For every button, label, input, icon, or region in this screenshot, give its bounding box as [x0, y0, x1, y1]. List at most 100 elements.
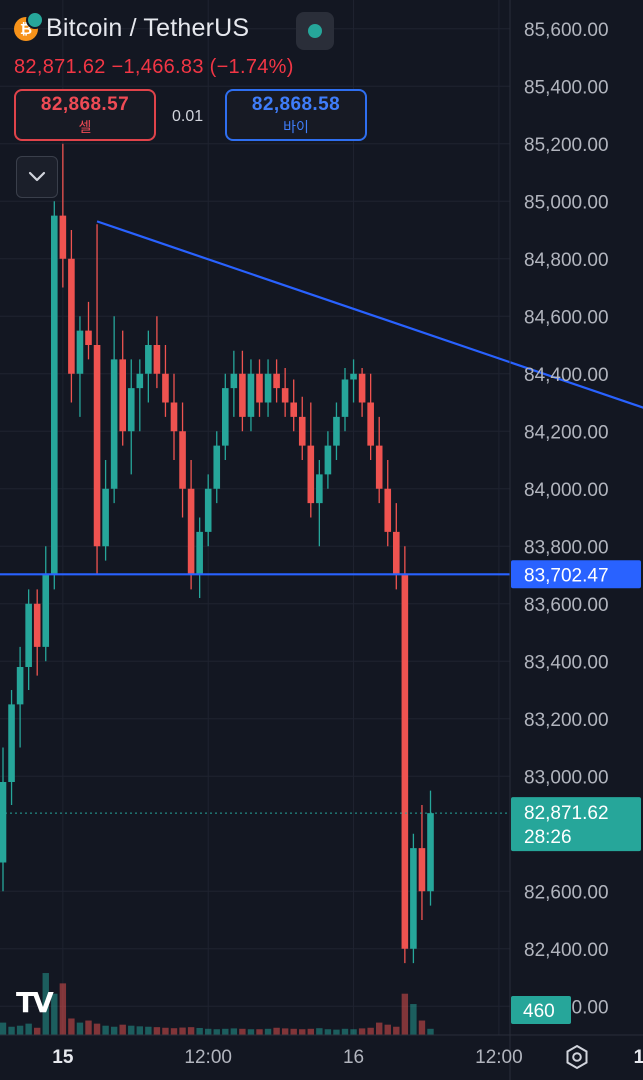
- volume-bars: [0, 973, 434, 1035]
- volume-bar: [427, 1028, 434, 1035]
- price-axis[interactable]: 85,600.00 85,400.00 85,200.00 85,000.00 84,8…: [509, 0, 641, 1080]
- volume-bar: [51, 993, 58, 1035]
- candle-body: [230, 373, 238, 389]
- volume-bar: [170, 1028, 178, 1035]
- market-status-button[interactable]: [296, 12, 334, 50]
- buy-button[interactable]: 82,868.58 바이: [225, 89, 367, 141]
- candle-body: [281, 388, 289, 403]
- volume-bar: [384, 1024, 391, 1035]
- candle-body: [239, 373, 246, 417]
- price-tick-label: 82,400.00: [524, 940, 609, 961]
- tradingview-logo-icon: TV: [16, 986, 54, 1019]
- sell-label: 셀: [78, 119, 92, 136]
- candle-body: [213, 445, 221, 489]
- candle-body: [316, 474, 323, 504]
- candle-body: [136, 373, 144, 389]
- volume-bar: [222, 1028, 229, 1035]
- price-tick-label: 85,000.00: [524, 192, 609, 213]
- horizontal-line-label: 83,702.47: [524, 565, 609, 586]
- collapse-legend-button[interactable]: [16, 156, 58, 198]
- candle-body: [196, 531, 203, 575]
- market-open-icon: [308, 24, 322, 38]
- price-tick-label: 84,200.00: [524, 422, 609, 443]
- volume-bar: [76, 1022, 84, 1035]
- symbol-title[interactable]: Bitcoin / TetherUS: [46, 14, 250, 42]
- volume-bar: [68, 1018, 75, 1035]
- time-tick-label: 15: [52, 1047, 74, 1068]
- candle-body: [256, 373, 263, 403]
- volume-bar: [85, 1020, 92, 1035]
- candle-body: [0, 782, 7, 863]
- volume-bar: [367, 1027, 374, 1035]
- volume-bar: [34, 1027, 41, 1035]
- symbol-header[interactable]: ₿ Bitcoin / TetherUS: [14, 10, 250, 43]
- candle-body: [324, 445, 332, 475]
- candle-body: [85, 330, 92, 345]
- candle-body: [427, 813, 434, 892]
- chart-grid: [0, 0, 510, 1035]
- volume-bar: [179, 1027, 186, 1035]
- volume-bar: [341, 1028, 349, 1035]
- drawings[interactable]: [0, 220, 643, 814]
- volume-bar: [205, 1028, 212, 1035]
- volume-bar: [8, 1026, 15, 1035]
- sell-button[interactable]: 82,868.57 셀: [14, 89, 156, 141]
- candle-body: [333, 416, 340, 446]
- settings-hexagon-icon[interactable]: [563, 1043, 591, 1071]
- volume-label: 460: [523, 1001, 555, 1022]
- price-tick-label: 84,000.00: [524, 480, 609, 501]
- volume-bar: [333, 1029, 340, 1035]
- volume-bar: [393, 1026, 400, 1035]
- candle-body: [110, 359, 118, 489]
- chevron-down-icon: [28, 171, 46, 182]
- volume-bar: [102, 1025, 109, 1035]
- candle-body: [33, 603, 41, 647]
- candle-body: [393, 531, 400, 575]
- price-tick-label: 83,000.00: [524, 767, 609, 788]
- price-tick-label: 83,600.00: [524, 595, 609, 616]
- volume-bar: [136, 1026, 143, 1035]
- time-tick-label: 12:00: [475, 1047, 523, 1068]
- time-axis[interactable]: 15 12:00 16 12:00 17: [0, 1034, 643, 1068]
- volume-bar: [316, 1028, 323, 1035]
- sell-price: 82,868.57: [40, 93, 130, 115]
- price-change-text: 82,871.62 −1,466.83 (−1.74%): [14, 56, 294, 78]
- candle-body: [384, 488, 392, 532]
- candle-body: [273, 373, 280, 389]
- volume-bar: [418, 1020, 426, 1035]
- candle-body: [290, 402, 297, 417]
- volume-bar: [110, 1026, 118, 1035]
- candle-body: [367, 402, 374, 446]
- volume-bar: [401, 993, 409, 1035]
- volume-bar: [25, 1023, 32, 1035]
- candle-body: [127, 388, 135, 432]
- candle-body: [51, 215, 58, 575]
- last-price-label-box: [511, 797, 641, 852]
- candle-body: [93, 345, 101, 547]
- price-tick-label: 85,600.00: [524, 20, 609, 41]
- volume-bar: [162, 1027, 169, 1035]
- volume-bar: [324, 1029, 332, 1035]
- candle-body: [247, 373, 255, 417]
- price-tick-label: 83,200.00: [524, 710, 609, 731]
- countdown-label: 28:26: [524, 827, 572, 848]
- candle-body: [179, 431, 186, 489]
- price-tick-label: 85,200.00: [524, 135, 609, 156]
- volume-bar: [239, 1028, 246, 1035]
- candle-body: [418, 848, 426, 892]
- volume-bar: [273, 1027, 280, 1035]
- volume-bar: [0, 1022, 7, 1035]
- volume-bar: [307, 1028, 314, 1035]
- price-tick-label: 84,800.00: [524, 250, 609, 271]
- volume-bar: [16, 1025, 24, 1035]
- candle-body: [102, 488, 109, 547]
- candle-body: [204, 488, 212, 532]
- time-tick-label: 16: [343, 1047, 364, 1068]
- candle-body: [307, 445, 315, 504]
- candle-body: [358, 373, 366, 403]
- volume-bar: [59, 983, 67, 1035]
- candle-body: [119, 359, 126, 432]
- candle-body: [341, 379, 349, 417]
- candle-body: [410, 848, 417, 949]
